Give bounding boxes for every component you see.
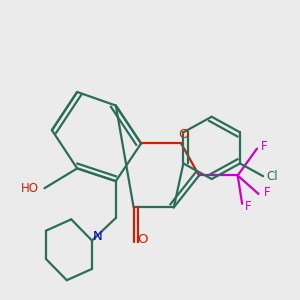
Text: F: F [245, 200, 252, 213]
Text: O: O [178, 128, 189, 142]
Text: F: F [261, 140, 268, 153]
Text: Cl: Cl [266, 170, 278, 183]
Text: O: O [137, 233, 148, 246]
Text: N: N [93, 230, 103, 243]
Text: F: F [264, 186, 271, 199]
Text: HO: HO [21, 182, 39, 195]
